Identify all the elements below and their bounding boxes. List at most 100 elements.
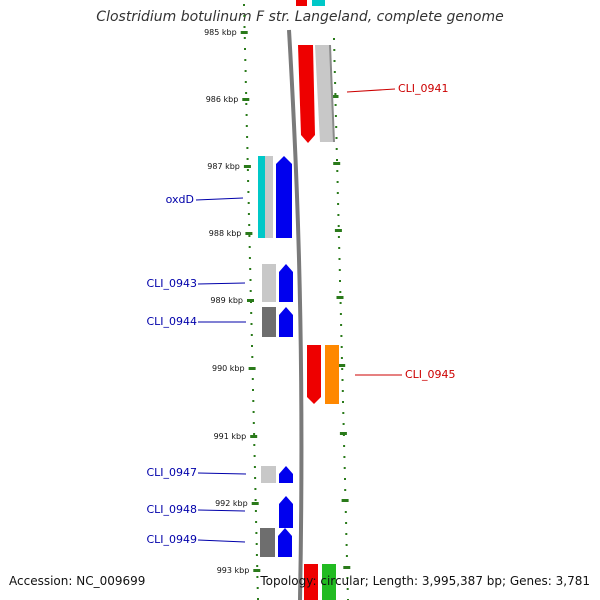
guide-dot-left <box>250 334 253 336</box>
gene-red-partial-top[interactable] <box>296 0 307 6</box>
label-cli-0941[interactable]: CLI_0941 <box>398 82 449 95</box>
guide-dot-right <box>334 82 337 84</box>
guide-dot-right <box>337 203 340 205</box>
guide-dot-right <box>340 324 343 326</box>
kbp-tick-mark-right <box>334 229 342 232</box>
gene-red-partial-bottom[interactable] <box>304 564 318 600</box>
kbp-tick-mark <box>242 98 250 101</box>
guide-dot-left <box>253 433 256 435</box>
gene-cyan-partial-top[interactable] <box>312 0 325 6</box>
guide-dot-right <box>345 555 348 557</box>
guide-dot-right <box>341 368 344 370</box>
gene-cli-0948[interactable] <box>279 496 293 528</box>
label-cli-0949[interactable]: CLI_0949 <box>146 533 197 546</box>
kbp-tick-label: 992 kbp <box>215 499 248 508</box>
genome-backbone <box>287 29 304 600</box>
guide-dot-left <box>254 477 257 479</box>
guide-dot-right <box>335 126 338 128</box>
guide-dot-right <box>345 522 348 524</box>
label-cli-0947[interactable]: CLI_0947 <box>146 466 197 479</box>
guide-dot-left <box>246 147 249 149</box>
guide-dot-left <box>253 444 256 446</box>
kbp-tick-label: 993 kbp <box>217 566 250 575</box>
guide-dot-right <box>344 489 347 491</box>
guide-dot-left <box>243 15 246 17</box>
gene-cli-0943[interactable] <box>262 264 293 302</box>
guide-dot-left <box>244 48 246 50</box>
guide-dot-right <box>338 258 341 260</box>
guide-dot-right <box>335 148 338 150</box>
guide-dot-right <box>335 137 338 139</box>
guide-dot-right <box>339 291 342 293</box>
gene-green-partial-bottom[interactable] <box>322 564 336 600</box>
kbp-tick-label: 990 kbp <box>212 364 245 373</box>
guide-dot-right <box>337 225 340 227</box>
kbp-tick-mark <box>240 31 248 34</box>
kbp-tick-mark-right <box>341 499 349 502</box>
kbp-tick-mark <box>245 232 253 235</box>
kbp-tick-label: 989 kbp <box>210 296 243 305</box>
gene-oxdd[interactable] <box>258 156 292 238</box>
guide-dot-left <box>254 488 257 490</box>
guide-dot-left <box>255 532 258 534</box>
guide-dot-right <box>333 38 335 40</box>
guide-dot-right <box>342 412 345 414</box>
guide-dot-right <box>342 423 345 425</box>
guide-dot-left <box>247 180 250 182</box>
gene-features <box>258 0 339 600</box>
guide-dot-right <box>340 357 343 359</box>
label-cli-0948[interactable]: CLI_0948 <box>146 503 197 516</box>
guide-dot-right <box>339 280 341 282</box>
guide-dot-left <box>245 92 248 94</box>
guide-dot-left <box>243 37 246 39</box>
guide-dot-right <box>336 181 339 183</box>
guide-dot-left <box>246 169 249 171</box>
guide-dot-left <box>245 103 248 105</box>
kbp-tick-label: 991 kbp <box>214 432 247 441</box>
guide-dot-right <box>333 60 336 62</box>
guide-dot-left <box>246 136 249 138</box>
guide-dot-left <box>255 554 258 556</box>
guide-dot-left <box>251 356 254 358</box>
kbp-tick-mark-right <box>338 364 346 367</box>
gene-labels: CLI_0941 oxdD CLI_0943 CLI_0944 CLI_0945… <box>146 82 455 546</box>
gene-cli-0941[interactable] <box>298 45 335 143</box>
guide-dot-right <box>338 269 341 271</box>
guide-dot-left <box>245 125 248 127</box>
kbp-tick-label: 987 kbp <box>207 162 240 171</box>
accession-text: Accession: NC_009699 <box>9 574 146 588</box>
gene-cli-0949[interactable] <box>260 528 292 557</box>
gene-cli-0945[interactable] <box>307 345 339 404</box>
guide-dot-left <box>254 510 257 512</box>
gene-cli-0947[interactable] <box>261 466 293 483</box>
label-oxdd[interactable]: oxdD <box>166 193 194 206</box>
guide-dot-left <box>255 521 258 523</box>
guide-dot-right <box>339 313 342 315</box>
kbp-tick-mark <box>251 502 259 505</box>
guide-dot-left <box>251 378 254 380</box>
guide-dot-left <box>253 455 256 457</box>
guide-dot-left <box>247 213 250 215</box>
guide-dot-left <box>250 312 253 314</box>
guide-dot-left <box>250 323 253 325</box>
guide-dot-left <box>244 59 247 61</box>
leader-oxdd <box>195 197 244 201</box>
kbp-tick-mark-right <box>336 296 344 299</box>
leader-cli-0943 <box>197 282 246 285</box>
gene-cli-0944[interactable] <box>262 307 293 337</box>
kbp-tick-mark-right <box>339 432 347 435</box>
leader-cli-0947 <box>197 472 247 475</box>
label-cli-0945[interactable]: CLI_0945 <box>405 368 456 381</box>
label-cli-0944[interactable]: CLI_0944 <box>146 315 197 328</box>
guide-dot-right <box>345 544 348 546</box>
guide-dot-left <box>247 202 250 204</box>
label-cli-0943[interactable]: CLI_0943 <box>146 277 197 290</box>
kbp-tick-label: 985 kbp <box>204 28 237 37</box>
kbp-tick-mark <box>253 569 261 572</box>
guide-dot-right <box>344 511 347 513</box>
leader-cli-0949 <box>197 539 246 543</box>
kbp-tick-mark-right <box>343 566 351 569</box>
guide-dot-right <box>336 192 339 194</box>
guide-dot-right <box>334 104 337 106</box>
